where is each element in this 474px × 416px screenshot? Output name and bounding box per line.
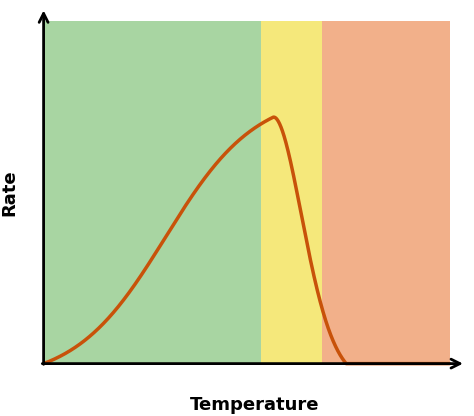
Text: Rate: Rate [0,169,18,216]
Bar [44,21,261,364]
Text: Temperature: Temperature [190,396,319,414]
Bar [261,21,322,364]
Bar [322,21,449,364]
